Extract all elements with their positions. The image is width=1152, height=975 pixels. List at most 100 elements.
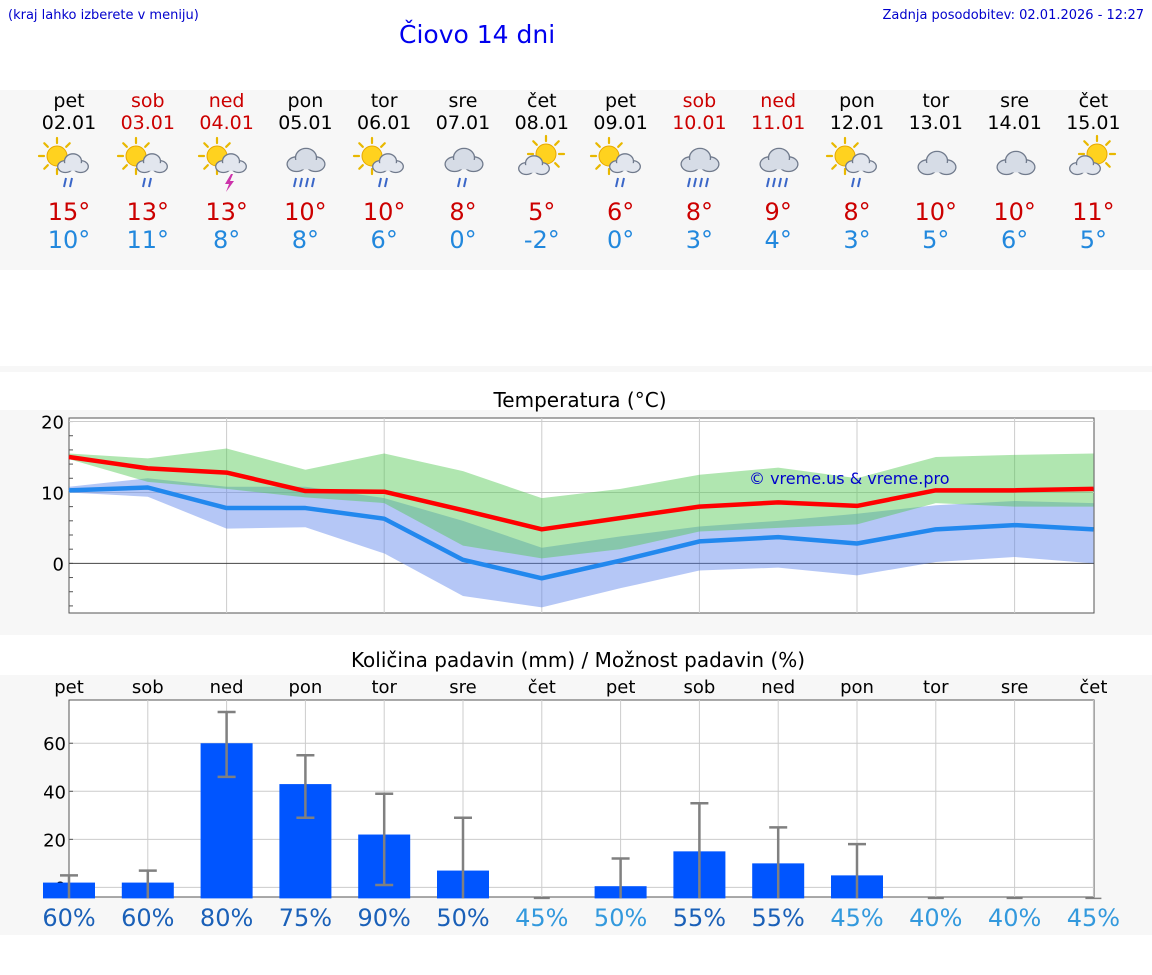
min-temp-line-point (383, 518, 385, 520)
day-column: pon 05.01 10° 8° (266, 90, 344, 254)
y-tick-label: 60 (43, 734, 66, 755)
day-date: 12.01 (829, 112, 885, 134)
min-temp-line-point (68, 489, 70, 491)
min-temp: 4° (764, 226, 792, 254)
min-temp: 0° (449, 226, 477, 254)
temperature-chart-title: Temperatura (°C) (493, 388, 667, 412)
day-name: pet (53, 90, 85, 112)
temperature-chart: 0 10 20 © vreme.us & vreme.pro (41, 413, 1095, 614)
x-tick-label: čet (1079, 677, 1107, 698)
min-temp-line (68, 485, 1094, 581)
min-temp: 5° (922, 226, 950, 254)
min-temp: 8° (212, 226, 241, 254)
x-tick-label: sre (1001, 677, 1028, 698)
day-date: 03.01 (120, 112, 175, 134)
sun-cloud-icon (517, 134, 565, 176)
min-temp-line-point (856, 543, 858, 545)
day-date: 08.01 (514, 112, 569, 134)
divider (0, 366, 1152, 372)
precip-probability: 50% (436, 904, 489, 932)
day-name: sob (682, 90, 717, 112)
max-temp-line-point (698, 506, 700, 508)
max-temp: 10° (284, 198, 327, 226)
cloud-rain-icon (759, 147, 799, 188)
day-date: 05.01 (278, 112, 333, 134)
max-temp-line-point (620, 517, 622, 519)
min-temp-line-point (777, 536, 779, 538)
min-temp: 3° (843, 226, 871, 254)
min-temp-line-point (1014, 524, 1016, 526)
max-temp-line-point (304, 490, 306, 492)
x-tick-label: pon (840, 677, 874, 698)
sun-cloud-rain-icon (589, 136, 641, 188)
min-temp: 3° (685, 226, 714, 254)
day-date: 11.01 (750, 112, 806, 134)
day-date: 15.01 (1066, 112, 1121, 134)
max-temp: 15° (47, 198, 91, 226)
precip-probability: 45% (1067, 904, 1120, 932)
min-temp: 0° (606, 226, 635, 254)
max-temp-line-point (1092, 488, 1094, 490)
max-temp: 8° (685, 198, 714, 226)
day-date: 09.01 (593, 112, 648, 134)
y-tick-label: 20 (43, 830, 66, 851)
day-name: čet (527, 90, 557, 112)
x-tick-label: sob (132, 677, 164, 698)
day-name: tor (370, 90, 398, 112)
day-column: sre 14.01 10° 6° (976, 90, 1054, 254)
y-tick-label: 20 (41, 413, 64, 434)
max-temp-range-band (69, 448, 1094, 559)
cloud-rain-icon (286, 147, 326, 188)
day-column: tor 06.01 10° 6° (345, 90, 423, 254)
min-temp: -2° (523, 226, 560, 254)
x-tick-label: pet (54, 677, 84, 698)
y-tick-label: 0 (53, 554, 64, 575)
max-temp-line-point (147, 467, 149, 469)
precip-probability: 45% (515, 904, 568, 932)
max-temp-line-point (226, 472, 228, 474)
cloud-rain-icon (680, 147, 720, 188)
day-column: sre 07.01 8° 0° (424, 90, 502, 254)
region-menu-hint[interactable]: (kraj lahko izberete v meniju) (8, 8, 199, 23)
min-temp-line-point (541, 577, 543, 579)
cloud-icon (917, 150, 957, 176)
x-tick-label: čet (528, 677, 556, 698)
y-tick-label: 10 (41, 483, 64, 504)
min-temp-line-point (147, 486, 149, 488)
day-date: 07.01 (435, 112, 491, 134)
last-update-label: Zadnja posodobitev: 02.01.2026 - 12:27 (882, 8, 1144, 23)
sun-cloud-icon (1069, 134, 1117, 176)
min-temp: 6° (370, 226, 398, 254)
day-date: 10.01 (672, 112, 727, 134)
page-title: Čiovo 14 dni (399, 20, 556, 49)
day-column: čet 08.01 5° -2° (503, 90, 581, 254)
x-tick-label: pet (606, 677, 636, 698)
day-name: sre (448, 90, 478, 112)
max-temp: 10° (993, 198, 1036, 226)
cloud-icon (996, 150, 1036, 176)
day-name: tor (922, 90, 950, 112)
max-temp-line-point (1014, 489, 1016, 491)
max-temp-line-point (541, 528, 543, 530)
precip-probability: 40% (988, 904, 1041, 932)
precip-probability: 55% (673, 904, 726, 932)
x-tick-label: ned (761, 677, 795, 698)
day-column: pon 12.01 8° 3° (818, 90, 896, 254)
day-column: sob 03.01 13° 11° (109, 90, 187, 254)
precipitation-chart-title: Količina padavin (mm) / Možnost padavin … (350, 648, 806, 672)
min-temp: 6° (1000, 226, 1029, 254)
max-temp-line (68, 454, 1094, 532)
max-temp: 13° (126, 198, 170, 226)
max-temp: 9° (764, 198, 792, 226)
max-temp: 6° (606, 198, 635, 226)
max-temp: 11° (1072, 198, 1115, 226)
x-tick-label: ned (210, 677, 244, 698)
sun-cloud-rain-icon (825, 136, 877, 188)
sun-cloud-rain-icon (37, 136, 89, 188)
day-name: pet (604, 90, 637, 112)
day-date: 14.01 (987, 112, 1042, 134)
plot-area (68, 417, 1095, 614)
watermark: © vreme.us & vreme.pro (749, 469, 950, 488)
max-temp: 8° (449, 198, 477, 226)
day-name: pon (287, 90, 324, 112)
